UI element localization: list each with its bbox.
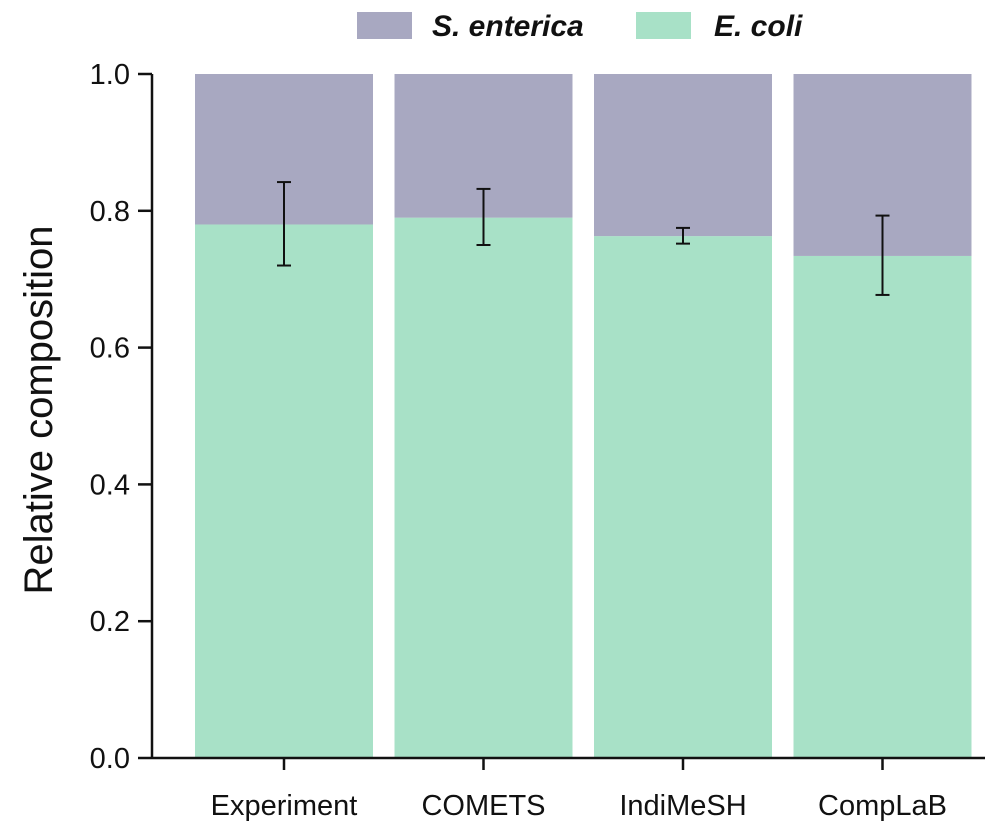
x-ticks: Experiment COMETS IndiMeSH CompLaB — [211, 758, 947, 822]
legend-label-senterica: S. enterica — [432, 10, 584, 43]
bar-ecoli-comets — [394, 217, 573, 758]
error-bar-complab — [875, 214, 890, 296]
legend-label-ecoli: E. coli — [714, 10, 803, 43]
y-tick-label-1: 0.2 — [90, 606, 130, 638]
bar-ecoli-complab — [793, 255, 972, 758]
axes — [150, 74, 985, 760]
error-bars — [277, 181, 890, 296]
y-tick-label-4: 0.8 — [90, 196, 130, 228]
legend-swatch-senterica — [357, 12, 412, 39]
bar-ecoli-indimesh — [594, 236, 772, 758]
error-bar-comets — [476, 187, 491, 246]
x-tick-label-comets: COMETS — [421, 790, 545, 822]
x-tick-label-complab: CompLaB — [818, 790, 947, 822]
bars — [195, 74, 972, 759]
bar-senterica-indimesh — [594, 74, 772, 237]
y-tick-label-2: 0.4 — [90, 469, 130, 501]
error-bar-indimesh — [676, 226, 690, 245]
y-axis-title: Relative composition — [17, 225, 61, 594]
y-tick-label-5: 1.0 — [90, 59, 130, 91]
legend: S. enterica E. coli — [357, 10, 803, 43]
bar-ecoli-experiment — [195, 224, 373, 759]
x-tick-label-experiment: Experiment — [211, 790, 358, 822]
y-tick-label-3: 0.6 — [90, 333, 130, 365]
legend-swatch-ecoli — [636, 12, 691, 39]
x-tick-label-indimesh: IndiMeSH — [619, 790, 746, 822]
y-tick-label-0: 0.0 — [90, 743, 130, 775]
error-bar-experiment — [277, 181, 291, 267]
y-ticks: 0.0 0.2 0.4 0.6 0.8 1.0 — [90, 59, 152, 775]
